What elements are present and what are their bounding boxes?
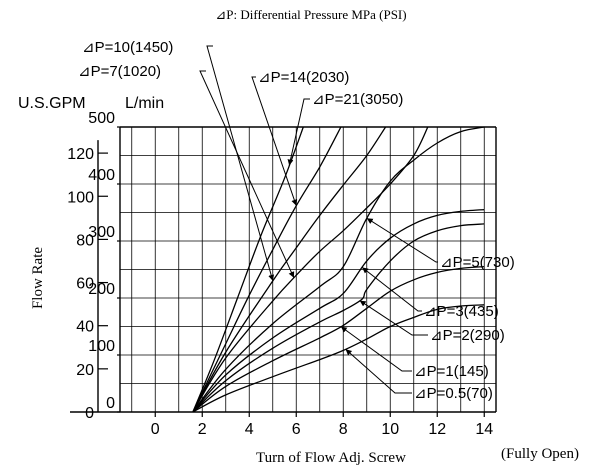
x-axis-label: Turn of Flow Adj. Screw xyxy=(256,450,406,466)
series-line-3 xyxy=(192,209,485,413)
series-label-6: ⊿P=10(1450) xyxy=(82,39,173,56)
ticks: 0 2 4 6 8 10 12 14 0 100 200 300 400 500 20 40 60 80 100 12… xyxy=(67,110,493,438)
y-tick-label-gpm: 0 xyxy=(85,405,94,422)
series-line-6 xyxy=(192,126,387,413)
series-label-0: ⊿P=0.5(70) xyxy=(414,385,493,402)
y-tick-label-lmin: 500 xyxy=(88,110,115,127)
y-tick-label-gpm: 120 xyxy=(67,146,94,163)
x-tick-label: 8 xyxy=(339,421,348,438)
curves xyxy=(192,126,485,413)
y-tick-label-lmin: 100 xyxy=(88,338,115,355)
series-label-4: ⊿P=5(730) xyxy=(440,254,515,271)
y-tick-label-gpm: 60 xyxy=(76,276,94,293)
annotations: ⊿P=10(1450) ⊿P=7(1020) ⊿P=14(2030) ⊿P=21(30… xyxy=(78,39,515,402)
series-line-0 xyxy=(192,304,485,413)
series-leader-5 xyxy=(199,70,295,279)
x-tick-label: 14 xyxy=(475,421,493,438)
y-axis-label: Flow Rate xyxy=(30,247,46,309)
series-leader-7 xyxy=(251,76,298,206)
series-line-7 xyxy=(192,126,342,413)
x-tick-label: 4 xyxy=(245,421,254,438)
x-tick-label: 6 xyxy=(292,421,301,438)
chart-title: ⊿P: Differential Pressure MPa (PSI) xyxy=(215,7,406,22)
series-leader-1 xyxy=(340,326,412,372)
series-leader-6 xyxy=(206,45,275,282)
y-tick-label-lmin: 400 xyxy=(88,167,115,184)
y-tick-label-gpm: 20 xyxy=(76,362,94,379)
grid xyxy=(120,127,496,412)
series-line-8 xyxy=(192,126,304,413)
axes-frame xyxy=(70,126,497,413)
series-line-2 xyxy=(192,223,485,413)
x-tick-label: 2 xyxy=(198,421,207,438)
y-tick-label-gpm: 100 xyxy=(67,189,94,206)
series-leader-4 xyxy=(366,217,438,263)
series-leader-2 xyxy=(359,300,428,336)
y-unit-gpm: U.S.GPM xyxy=(18,95,86,112)
series-leader-3 xyxy=(361,267,422,312)
y-unit-lmin: L/min xyxy=(125,95,164,112)
series-leader-8 xyxy=(287,98,310,166)
series-leader-0 xyxy=(345,348,412,394)
series-label-1: ⊿P=1(145) xyxy=(414,363,489,380)
x-tick-label: 12 xyxy=(428,421,446,438)
x-axis-suffix: (Fully Open) xyxy=(501,446,579,462)
series-line-1 xyxy=(192,265,485,413)
series-label-2: ⊿P=2(290) xyxy=(430,327,505,344)
series-label-3: ⊿P=3(435) xyxy=(424,303,499,320)
series-label-7: ⊿P=14(2030) xyxy=(258,69,349,86)
y-tick-label-gpm: 80 xyxy=(76,232,94,249)
x-tick-label: 10 xyxy=(381,421,399,438)
y-tick-label-lmin: 300 xyxy=(88,224,115,241)
series-label-5: ⊿P=7(1020) xyxy=(78,63,161,80)
y-tick-label-lmin: 200 xyxy=(88,281,115,298)
series-label-8: ⊿P=21(3050) xyxy=(312,91,403,108)
series-line-5 xyxy=(192,126,429,413)
x-tick-label: 0 xyxy=(151,421,160,438)
y-tick-label-lmin: 0 xyxy=(106,395,115,412)
y-tick-label-gpm: 40 xyxy=(76,319,94,336)
